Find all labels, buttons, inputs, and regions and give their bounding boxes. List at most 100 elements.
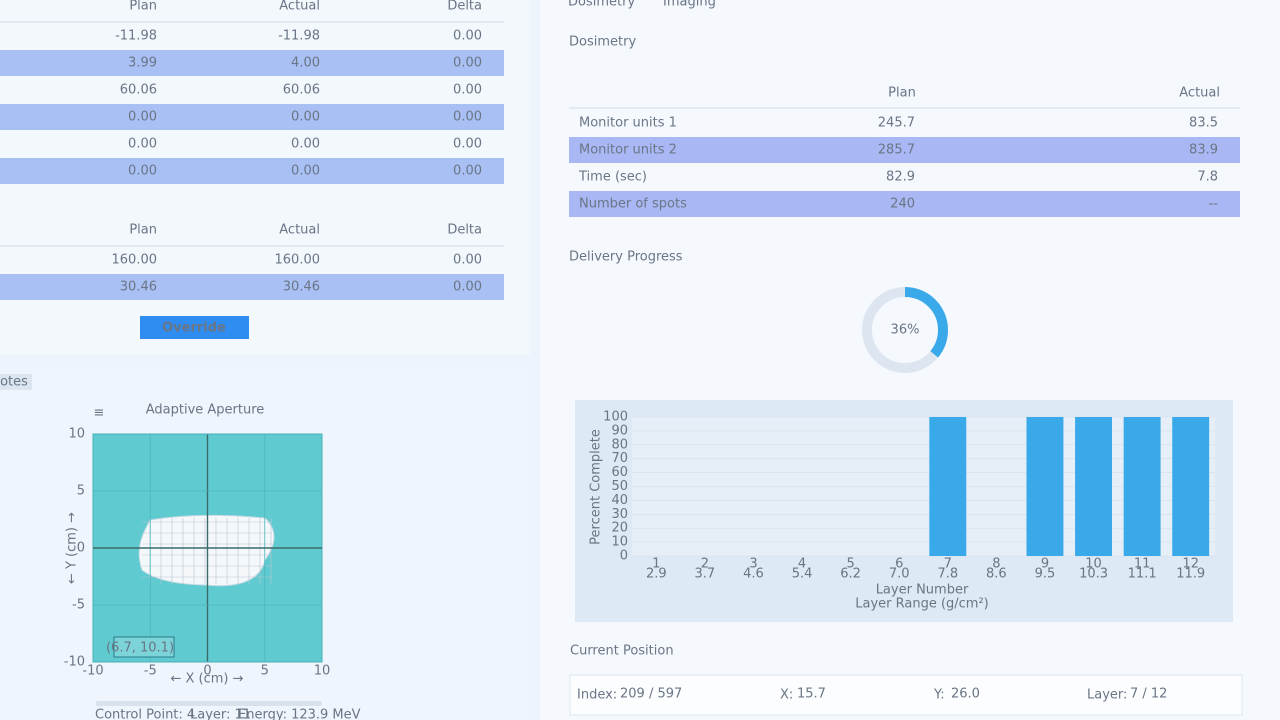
- y-tick-label: 100: [603, 410, 628, 425]
- cell: 0.00: [453, 137, 482, 152]
- y-tick-label: 0: [620, 549, 628, 564]
- bar: [1026, 417, 1064, 556]
- cell: 7.8: [1197, 170, 1218, 185]
- cell: 160.00: [275, 253, 321, 268]
- column-header: Plan: [888, 86, 916, 101]
- x-axis-label-2: Layer Range (g/cm²): [855, 597, 989, 612]
- cell: 245.7: [878, 116, 915, 131]
- cell: 30.46: [120, 280, 157, 295]
- cell: 83.5: [1189, 116, 1218, 131]
- column-header: Actual: [279, 0, 320, 14]
- bar: [929, 417, 967, 556]
- cell: 0.00: [291, 164, 320, 179]
- x-tick-label: 10: [314, 664, 331, 679]
- x-axis-label: ← X (cm) →: [170, 672, 243, 687]
- x-sublabel: 11.9: [1176, 567, 1205, 582]
- x-tick-label: 5: [261, 664, 269, 679]
- x-tick-label: 0: [203, 664, 211, 679]
- x-tick-label: 2: [701, 557, 709, 572]
- x-tick-label: -5: [144, 664, 157, 679]
- x-axis-label: Layer Number: [876, 583, 969, 598]
- row-label: Monitor units 2: [579, 143, 677, 158]
- y-axis-label: Percent Complete: [589, 429, 604, 545]
- tab[interactable]: Dosimetry: [568, 0, 635, 10]
- cell: 285.7: [878, 143, 915, 158]
- cell: 0.00: [128, 164, 157, 179]
- column-header: Plan: [129, 0, 157, 14]
- row-label: Number of spots: [579, 197, 687, 212]
- row-label: Time (sec): [578, 170, 647, 185]
- y-tick-label: 5: [77, 484, 85, 499]
- override-label[interactable]: Override: [162, 321, 226, 336]
- dosimetry-title: Dosimetry: [569, 35, 636, 50]
- cell: 0.00: [453, 110, 482, 125]
- position-label: X:: [780, 688, 793, 703]
- x-tick-label: 3: [749, 557, 757, 572]
- cell: 0.00: [128, 137, 157, 152]
- footer-item: Layer: 11: [190, 708, 251, 720]
- cell: -11.98: [115, 29, 157, 44]
- x-sublabel: 2.9: [646, 567, 667, 582]
- aperture-shape: [138, 514, 275, 587]
- x-tick-label: 10: [1085, 557, 1102, 572]
- x-tick-label: 9: [1041, 557, 1049, 572]
- footer-item: Energy: 123.9 MeV: [238, 708, 361, 720]
- x-tick-label: 6: [895, 557, 903, 572]
- position-value: 7 / 12: [1130, 687, 1167, 702]
- tooltip: (6.7, 10.1): [106, 641, 174, 656]
- y-tick-label: -10: [64, 655, 85, 670]
- position-value: 209 / 597: [620, 687, 682, 702]
- cell: --: [1209, 197, 1219, 212]
- x-sublabel: 4.6: [743, 567, 764, 582]
- position-value: 26.0: [951, 687, 980, 702]
- y-tick-label: 80: [611, 437, 628, 452]
- bar: [1123, 417, 1161, 556]
- y-tick-label: 10: [68, 427, 85, 442]
- cell: 0.00: [453, 29, 482, 44]
- column-header: Actual: [279, 223, 320, 238]
- notes-tab[interactable]: [0, 374, 32, 390]
- x-sublabel: 9.5: [1035, 567, 1056, 582]
- menu-icon: ≡: [94, 406, 105, 421]
- cell: 0.00: [291, 137, 320, 152]
- x-tick-label: 1: [652, 557, 660, 572]
- row-highlight: [569, 191, 1240, 217]
- row-highlight: [0, 104, 504, 130]
- position-label: Index:: [577, 688, 617, 703]
- cell: 3.99: [128, 56, 157, 71]
- x-sublabel: 7.0: [889, 567, 910, 582]
- position-title: Current Position: [570, 644, 674, 659]
- cell: 0.00: [453, 83, 482, 98]
- x-tick-label: 7: [944, 557, 952, 572]
- cell: 240: [890, 197, 915, 212]
- bar: [1075, 417, 1113, 556]
- x-tick-label: 5: [846, 557, 854, 572]
- row-highlight: [0, 50, 504, 76]
- cell: 0.00: [453, 56, 482, 71]
- notes-tab-label: otes: [0, 375, 28, 390]
- y-tick-label: 90: [611, 423, 628, 438]
- cell: 83.9: [1189, 143, 1218, 158]
- y-tick-label: 40: [611, 493, 628, 508]
- cell: 0.00: [291, 110, 320, 125]
- cell: 60.06: [120, 83, 157, 98]
- column-header: Actual: [1179, 86, 1220, 101]
- aperture-title: Adaptive Aperture: [146, 403, 265, 418]
- tab[interactable]: Imaging: [663, 0, 716, 10]
- cell: 160.00: [112, 253, 158, 268]
- bar: [1172, 417, 1210, 556]
- cell: 60.06: [283, 83, 320, 98]
- y-tick-label: 70: [611, 451, 628, 466]
- row-highlight: [0, 274, 504, 300]
- y-tick-label: 50: [611, 479, 628, 494]
- x-tick-label: -10: [82, 664, 103, 679]
- cell: 30.46: [283, 280, 320, 295]
- x-sublabel: 6.2: [840, 567, 861, 582]
- cell: 0.00: [453, 253, 482, 268]
- override-button[interactable]: [140, 316, 249, 339]
- position-label: Layer:: [1087, 688, 1127, 703]
- slider: [96, 701, 322, 706]
- donut-arc: [862, 287, 948, 373]
- column-header: Plan: [129, 223, 157, 238]
